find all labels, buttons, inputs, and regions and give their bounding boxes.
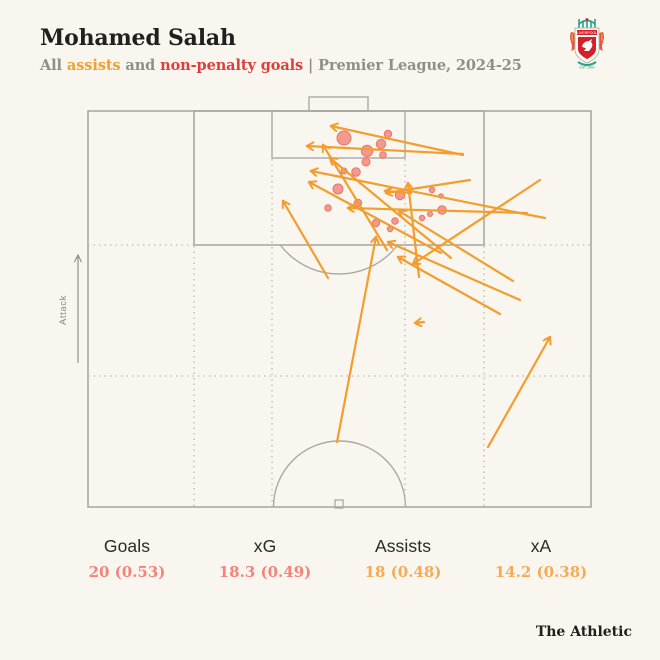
assist-arrow [323, 145, 389, 252]
assist-arrow [413, 178, 542, 264]
centre-circle [272, 440, 407, 508]
crest-banner-text: LIVERPOOL [577, 31, 597, 35]
attack-direction [74, 253, 82, 363]
stat-value: 18.3 (0.49) [218, 563, 312, 581]
stat-value: 14.2 (0.38) [494, 563, 588, 581]
assist-arrow [283, 201, 330, 280]
stat-assists: Assists 18 (0.48) [334, 536, 472, 581]
stats-row: Goals 20 (0.53) xG 18.3 (0.49) Assists 1… [58, 536, 610, 581]
goal-dot [361, 157, 371, 167]
stat-goals: Goals 20 (0.53) [58, 536, 196, 581]
attack-label: Attack [58, 295, 69, 325]
assist-arrow [398, 257, 502, 316]
goal-dot [391, 217, 399, 225]
stat-label: Goals [103, 536, 151, 556]
assist-arrow [331, 126, 465, 157]
stat-xa: xA 14.2 (0.38) [472, 536, 610, 581]
assist-arrow [415, 322, 426, 323]
goal-dot [375, 138, 387, 150]
crest-year-text: EST 1892 [579, 66, 594, 70]
goal-dot [428, 186, 436, 194]
pitch-lines [87, 96, 592, 509]
subtitle-part-goals: non-penalty goals [160, 57, 304, 74]
assist-arrow [330, 158, 453, 260]
attack-arrowhead-icon [74, 253, 82, 263]
subtitle: All assists and non-penalty goals | Prem… [40, 57, 522, 74]
subtitle-part: | Premier League, 2024-25 [303, 57, 522, 74]
penalty-area [193, 110, 485, 246]
six-yard-box [271, 110, 406, 159]
goal-dot [418, 214, 426, 222]
subtitle-part: All [40, 57, 67, 74]
goal-dot [383, 129, 393, 139]
goal-dot [360, 144, 374, 158]
header: Mohamed Salah All assists and non-penalt… [40, 25, 522, 74]
assist-arrow [486, 337, 550, 449]
stat-label: xA [530, 536, 552, 556]
liverpool-crest-icon: LIVERPOOL EST 1892 [570, 18, 604, 70]
zone-guides [88, 159, 591, 507]
stat-value: 20 (0.53) [88, 563, 166, 581]
subtitle-part-assists: assists [66, 57, 121, 74]
assist-arrow [307, 146, 465, 156]
assist-arrow [399, 211, 515, 283]
stat-label: Assists [374, 536, 432, 556]
assist-arrow [348, 208, 529, 215]
page-title: Mohamed Salah [40, 25, 236, 51]
centre-spot [334, 499, 344, 509]
goal-dot [427, 211, 433, 217]
assist-arrow [388, 242, 522, 302]
assist-arrow [309, 182, 443, 255]
assist-arrow [386, 178, 472, 193]
subtitle-part: and [120, 57, 161, 74]
assists-layer [283, 126, 550, 449]
goals-layer [324, 129, 447, 233]
goal-frame [308, 96, 369, 112]
goal-dot [371, 218, 381, 228]
goal-dot [324, 204, 332, 212]
goal-dot [379, 151, 387, 159]
assist-arrow [408, 183, 421, 279]
publisher-logo: The Athletic [535, 624, 632, 640]
goal-dot [336, 130, 352, 146]
assist-arrow [335, 237, 376, 444]
stat-xg: xG 18.3 (0.49) [196, 536, 334, 581]
goal-dot [351, 167, 361, 177]
goal-dot [332, 183, 344, 195]
penalty-arc [279, 244, 399, 275]
stat-label: xG [253, 536, 277, 556]
assist-arrow [311, 171, 547, 220]
stat-value: 18 (0.48) [364, 563, 442, 581]
